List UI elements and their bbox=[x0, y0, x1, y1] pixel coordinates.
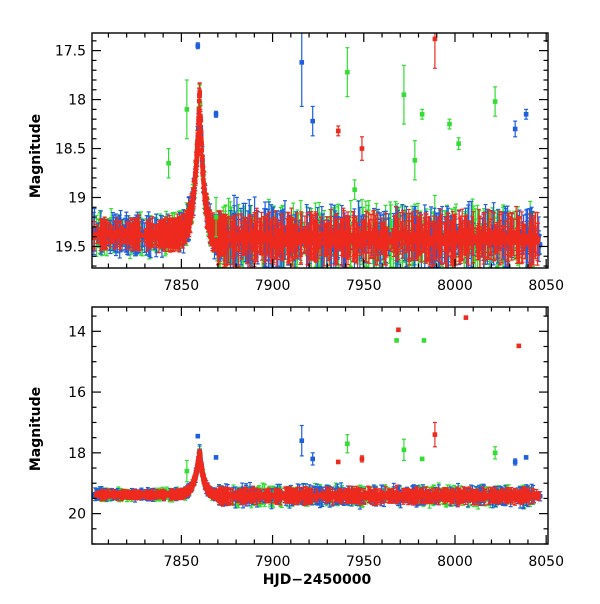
top-y-axis-title: Magnitude bbox=[28, 114, 44, 198]
plot-area bbox=[92, 10, 543, 281]
data-point-red bbox=[504, 238, 509, 243]
